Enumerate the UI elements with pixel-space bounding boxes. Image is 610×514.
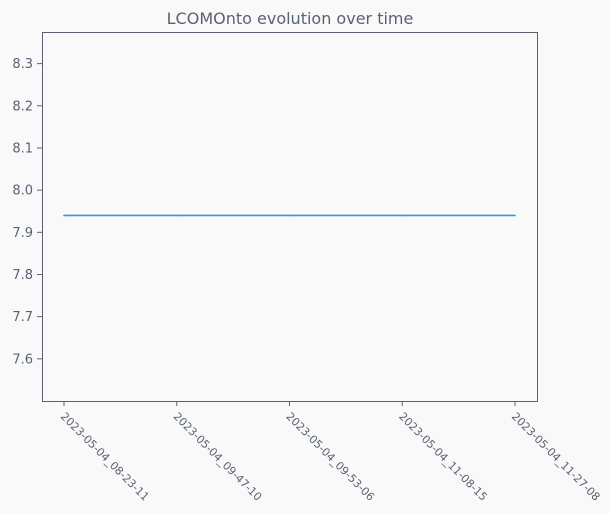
data-point — [175, 214, 178, 217]
x-tick-label: 2023-05-04_08-23-11 — [58, 410, 152, 504]
y-tick-label: 7.9 — [12, 226, 33, 241]
y-tick-label: 8.0 — [12, 184, 33, 199]
data-point — [401, 214, 404, 217]
y-tick-label: 7.8 — [12, 268, 33, 283]
y-tick-label: 8.1 — [12, 141, 33, 156]
data-point — [514, 214, 516, 217]
series-group — [63, 214, 516, 217]
y-axis: 7.6 7.7 7.8 7.9 8.0 8.1 8.2 8.3 — [12, 57, 42, 367]
y-tick-label: 7.6 — [12, 352, 33, 367]
x-axis: 2023-05-04_08-23-11 2023-05-04_09-47-10 20… — [58, 401, 603, 504]
x-tick-label: 2023-05-04_09-47-10 — [171, 410, 265, 504]
chart-title: LCOMOnto evolution over time — [167, 9, 414, 28]
y-tick-label: 7.7 — [12, 310, 33, 325]
y-tick-label: 8.2 — [12, 99, 33, 114]
x-tick-label: 2023-05-04_11-27-08 — [509, 410, 603, 504]
x-tick-label: 2023-05-04_09-53-06 — [283, 410, 377, 504]
x-tick-label: 2023-05-04_11-08-15 — [396, 410, 490, 504]
y-tick-label: 8.3 — [12, 57, 33, 72]
data-point — [288, 214, 291, 217]
data-point — [63, 214, 65, 217]
plot-area-frame — [42, 32, 538, 402]
